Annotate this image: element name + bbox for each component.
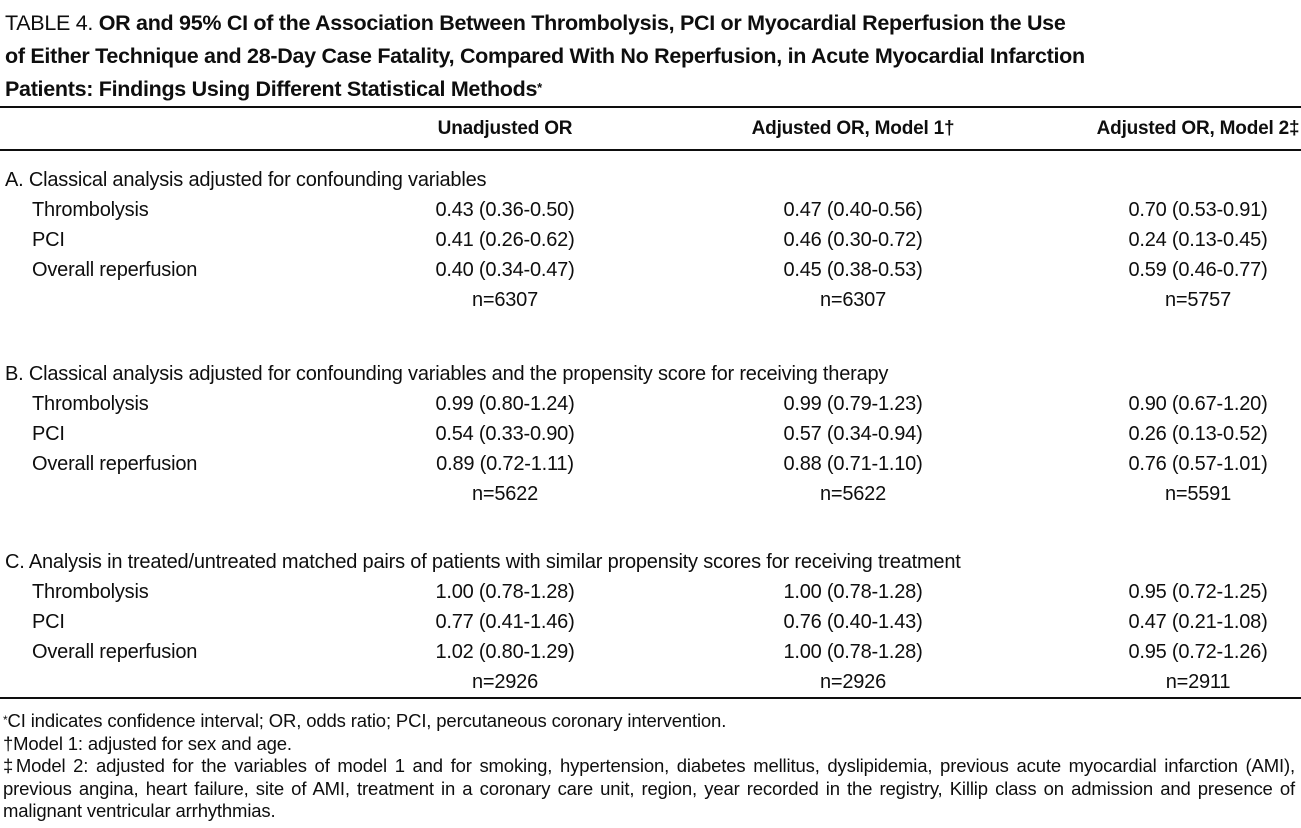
or-value-cell: 1.02 (0.80-1.29) <box>435 641 575 663</box>
section-c-heading-row: C. Analysis in treated/untreated matched… <box>0 547 1301 577</box>
sample-size-cell: n=5622 <box>471 483 539 505</box>
or-value-cell: 1.00 (0.78-1.28) <box>783 581 923 603</box>
sample-size-cell: n=6307 <box>819 289 887 311</box>
sample-size-cell: n=2926 <box>819 671 887 693</box>
footnote-asterisk-text: CI indicates confidence interval; OR, od… <box>7 710 727 731</box>
or-value-cell: 0.46 (0.30-0.72) <box>783 229 923 251</box>
footnote-dagger-text: Model 1: adjusted for sex and age. <box>13 732 292 754</box>
table-row-b-thrombolysis: Thrombolysis 0.99 (0.80-1.24) 0.99 (0.79… <box>0 389 1301 419</box>
section-spacer <box>0 315 1301 359</box>
table-title-line-1: TABLE 4. OR and 95% CI of the Associatio… <box>5 7 1296 40</box>
or-value-cell: 0.76 (0.40-1.43) <box>783 611 923 633</box>
or-value-cell: 0.90 (0.67-1.20) <box>1128 393 1268 415</box>
section-b-heading-row: B. Classical analysis adjusted for confo… <box>0 359 1301 389</box>
or-value-cell: 0.95 (0.72-1.25) <box>1128 581 1268 603</box>
footnote-double-dagger-text: Model 2: adjusted for the variables of m… <box>3 755 1295 821</box>
table-title-line-3: Patients: Findings Using Different Stati… <box>5 73 1296 106</box>
footnote-asterisk-marker: * <box>3 713 8 727</box>
or-value-cell: 0.47 (0.21-1.08) <box>1128 611 1268 633</box>
or-value-cell: 0.57 (0.34-0.94) <box>783 423 923 445</box>
row-label: Overall reperfusion <box>32 259 198 281</box>
section-b-heading: B. Classical analysis adjusted for confo… <box>5 363 889 385</box>
row-label: PCI <box>32 229 65 251</box>
footnote-dagger: †Model 1: adjusted for sex and age. <box>3 733 1295 756</box>
row-label: PCI <box>32 611 65 633</box>
odds-ratio-table: Unadjusted OR Adjusted OR, Model 1† Adju… <box>0 106 1301 699</box>
row-label: PCI <box>32 423 65 445</box>
or-value-cell: 0.54 (0.33-0.90) <box>435 423 575 445</box>
table-row-a-pci: PCI 0.41 (0.26-0.62) 0.46 (0.30-0.72) 0.… <box>0 225 1301 255</box>
or-value-cell: 0.89 (0.72-1.11) <box>436 453 574 475</box>
sample-size-cell: n=2911 <box>1165 671 1231 693</box>
sample-size-cell: n=5591 <box>1164 483 1232 505</box>
sample-size-cell: n=5622 <box>819 483 887 505</box>
row-label: Thrombolysis <box>32 199 149 221</box>
empty-cell <box>0 479 333 509</box>
empty-cell <box>0 667 333 698</box>
or-value-cell: 0.26 (0.13-0.52) <box>1128 423 1268 445</box>
section-spacer <box>0 509 1301 547</box>
or-value-cell: 0.41 (0.26-0.62) <box>435 229 575 251</box>
or-value-cell: 0.47 (0.40-0.56) <box>783 199 923 221</box>
row-label: Overall reperfusion <box>32 453 198 475</box>
table-row-b-sample-sizes: n=5622 n=5622 n=5591 <box>0 479 1301 509</box>
sample-size-cell: n=6307 <box>471 289 539 311</box>
table-row-c-sample-sizes: n=2926 n=2926 n=2911 <box>0 667 1301 698</box>
footnote-double-dagger-marker: ‡ <box>3 755 16 776</box>
table-title: TABLE 4. OR and 95% CI of the Associatio… <box>0 0 1301 106</box>
sample-size-cell: n=5757 <box>1164 289 1232 311</box>
table-row-c-pci: PCI 0.77 (0.41-1.46) 0.76 (0.40-1.43) 0.… <box>0 607 1301 637</box>
table-row-a-overall-reperfusion: Overall reperfusion 0.40 (0.34-0.47) 0.4… <box>0 255 1301 285</box>
table-footnotes: *CI indicates confidence interval; OR, o… <box>0 710 1301 823</box>
column-header-empty <box>0 107 333 151</box>
table-row-b-pci: PCI 0.54 (0.33-0.90) 0.57 (0.34-0.94) 0.… <box>0 419 1301 449</box>
table-title-text-1: OR and 95% CI of the Association Between… <box>98 11 1066 35</box>
or-value-cell: 0.24 (0.13-0.45) <box>1128 229 1268 251</box>
or-value-cell: 0.99 (0.79-1.23) <box>783 393 923 415</box>
footnote-dagger-marker: † <box>3 732 14 754</box>
empty-cell <box>0 285 333 315</box>
table-title-line-2: of Either Technique and 28-Day Case Fata… <box>5 44 1085 68</box>
footnote-double-dagger: ‡Model 2: adjusted for the variables of … <box>3 755 1295 823</box>
or-value-cell: 0.43 (0.36-0.50) <box>435 199 575 221</box>
or-value-cell: 0.77 (0.41-1.46) <box>435 611 575 633</box>
section-c-heading: C. Analysis in treated/untreated matched… <box>5 551 961 573</box>
column-header-adjusted-or-model-1: Adjusted OR, Model 1† <box>677 107 1029 151</box>
or-value-cell: 0.95 (0.72-1.26) <box>1128 641 1268 663</box>
title-footnote-marker: * <box>537 80 542 95</box>
or-value-cell: 0.88 (0.71-1.10) <box>783 453 923 475</box>
or-value-cell: 1.00 (0.78-1.28) <box>783 641 923 663</box>
footnote-asterisk: *CI indicates confidence interval; OR, o… <box>3 710 1295 733</box>
table-row-b-overall-reperfusion: Overall reperfusion 0.89 (0.72-1.11) 0.8… <box>0 449 1301 479</box>
table-row-c-overall-reperfusion: Overall reperfusion 1.02 (0.80-1.29) 1.0… <box>0 637 1301 667</box>
column-header-adjusted-or-model-2: Adjusted OR, Model 2‡ <box>1029 107 1301 151</box>
or-value-cell: 0.99 (0.80-1.24) <box>435 393 575 415</box>
or-value-cell: 0.59 (0.46-0.77) <box>1128 259 1268 281</box>
sample-size-cell: n=2926 <box>471 671 539 693</box>
table-row-c-thrombolysis: Thrombolysis 1.00 (0.78-1.28) 1.00 (0.78… <box>0 577 1301 607</box>
or-value-cell: 0.76 (0.57-1.01) <box>1128 453 1268 475</box>
column-header-unadjusted-or: Unadjusted OR <box>333 107 677 151</box>
row-label: Overall reperfusion <box>32 641 198 663</box>
table-number-label: TABLE 4. <box>5 11 94 35</box>
or-value-cell: 0.70 (0.53-0.91) <box>1128 199 1268 221</box>
table-header-row: Unadjusted OR Adjusted OR, Model 1† Adju… <box>0 107 1301 151</box>
table-row-a-thrombolysis: Thrombolysis 0.43 (0.36-0.50) 0.47 (0.40… <box>0 195 1301 225</box>
table-row-a-sample-sizes: n=6307 n=6307 n=5757 <box>0 285 1301 315</box>
or-value-cell: 1.00 (0.78-1.28) <box>435 581 575 603</box>
or-value-cell: 0.45 (0.38-0.53) <box>783 259 923 281</box>
row-label: Thrombolysis <box>32 393 149 415</box>
section-spacer <box>0 150 1301 165</box>
table-title-text-3: Patients: Findings Using Different Stati… <box>5 77 538 101</box>
section-a-heading-row: A. Classical analysis adjusted for confo… <box>0 165 1301 195</box>
section-a-heading: A. Classical analysis adjusted for confo… <box>5 169 487 191</box>
or-value-cell: 0.40 (0.34-0.47) <box>435 259 575 281</box>
row-label: Thrombolysis <box>32 581 149 603</box>
